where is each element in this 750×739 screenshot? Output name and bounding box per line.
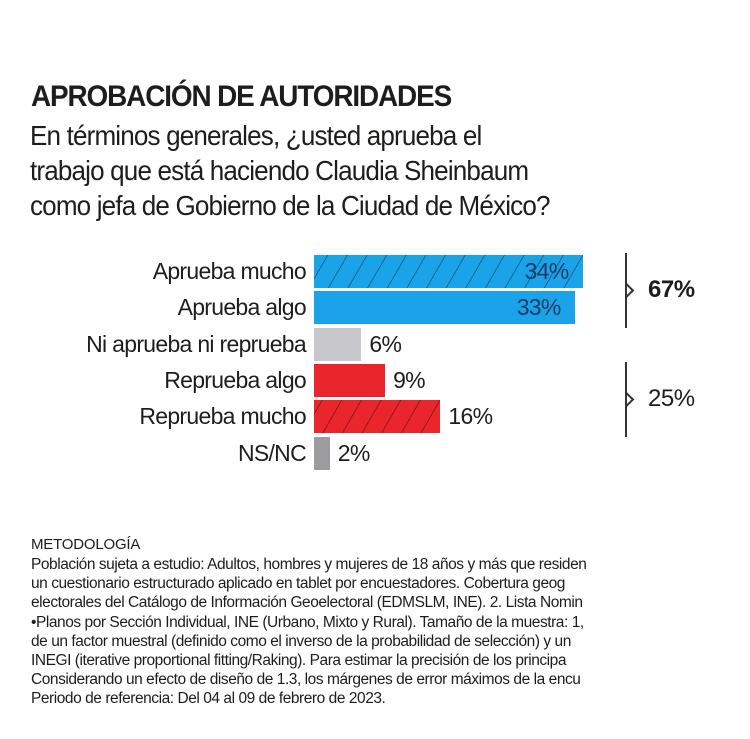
group-bracket xyxy=(618,253,637,329)
category-label: Ni aprueba ni reprueba xyxy=(86,330,307,357)
methodology-line: Población sujeta a estudio: Adultos, hom… xyxy=(31,556,587,573)
value-label: 2% xyxy=(337,439,371,466)
category-label: Reprueba algo xyxy=(164,366,306,393)
group-total-label: 25% xyxy=(648,384,695,412)
value-label: 16% xyxy=(448,403,493,430)
value-label: 9% xyxy=(393,366,426,393)
bar xyxy=(314,400,441,434)
category-label: Aprueba algo xyxy=(177,294,307,321)
question-line: En términos generales, ¿usted aprueba el xyxy=(30,120,482,151)
category-label: Aprueba mucho xyxy=(152,258,307,284)
methodology-line: Periodo de referencia: Del 04 al 09 de f… xyxy=(31,690,386,708)
group-total-label: 67% xyxy=(648,275,695,303)
bar xyxy=(314,291,575,325)
bar xyxy=(314,327,362,361)
value-label: 6% xyxy=(369,330,402,357)
bar xyxy=(314,363,386,397)
methodology-line: INEGI (iterative proportional fitting/Ra… xyxy=(31,652,567,670)
question-line: como jefa de Gobierno de la Ciudad de Mé… xyxy=(30,190,550,221)
question-line: trabajo que está haciendo Claudia Sheinb… xyxy=(30,155,529,186)
bar xyxy=(314,255,583,288)
category-label: NS/NC xyxy=(237,439,307,466)
methodology-line: de un factor muestral (definido como el … xyxy=(31,632,571,650)
methodology-text: Población sujeta a estudio: Adultos, hom… xyxy=(31,555,750,709)
methodology-line: electorales del Catálogo de Información … xyxy=(31,594,583,612)
value-label: 34% xyxy=(524,258,570,284)
methodology-line: un cuestionario estructurado aplicado en… xyxy=(31,575,565,593)
category-label: Reprueba mucho xyxy=(139,403,306,430)
methodology-heading: METODOLOGÍA xyxy=(31,536,141,553)
group-bracket xyxy=(618,361,637,438)
chart-title: APROBACIÓN DE AUTORIDADES xyxy=(31,80,452,113)
methodology-line: Considerando un efecto de diseño de 1.3,… xyxy=(31,671,581,689)
value-label: 33% xyxy=(516,294,562,321)
chart-question: En términos generales, ¿usted aprueba el… xyxy=(30,118,550,223)
bar xyxy=(314,436,330,470)
methodology-line: •Planos por Sección Individual, INE (Urb… xyxy=(31,613,584,631)
